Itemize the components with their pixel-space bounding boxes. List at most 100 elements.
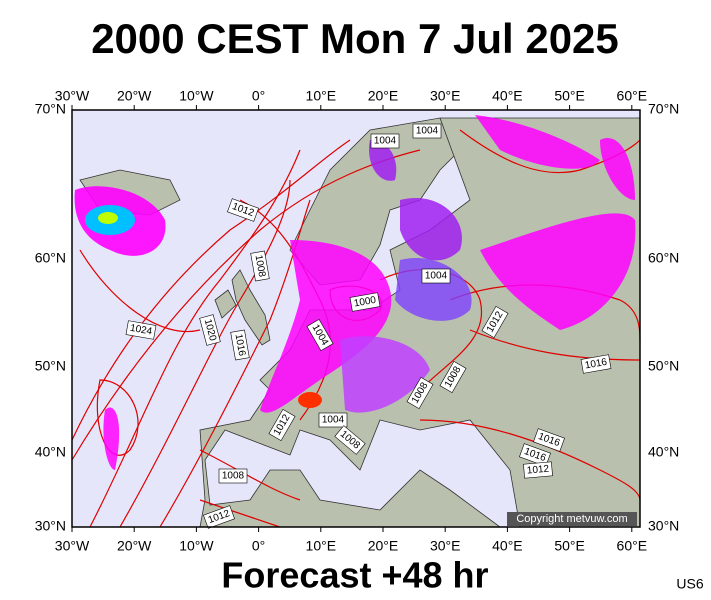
rain-area bbox=[600, 138, 635, 200]
isobar bbox=[159, 199, 311, 528]
isobar-label-group: 1004 bbox=[318, 412, 348, 428]
isobar-label-box bbox=[203, 505, 235, 529]
rain-area bbox=[400, 198, 462, 261]
x-tick-label: 50°E bbox=[554, 538, 585, 554]
isobar-label-group: 1008 bbox=[218, 468, 248, 484]
rain-area bbox=[480, 213, 636, 330]
x-tick-label: 30°W bbox=[55, 538, 90, 554]
isobar-label: 1000 bbox=[353, 295, 377, 310]
isobar bbox=[79, 249, 201, 333]
isobars bbox=[71, 129, 641, 528]
isobar-label-box bbox=[227, 198, 259, 222]
isobar-label-group: 1012 bbox=[203, 505, 235, 529]
rain-area bbox=[395, 258, 472, 321]
isobar-label-box bbox=[481, 305, 509, 339]
isobar-label-box bbox=[199, 314, 221, 346]
x-tick-label: 50°E bbox=[554, 88, 585, 104]
isobar-label-box bbox=[421, 268, 451, 284]
isobar-label-group: 1004 bbox=[421, 268, 451, 284]
isobar bbox=[119, 179, 291, 528]
x-tick-label: 20°W bbox=[117, 538, 152, 554]
isobar bbox=[89, 149, 301, 528]
x-tick-label: 20°W bbox=[117, 88, 152, 104]
rain-area bbox=[340, 336, 430, 413]
isobar-label-box bbox=[439, 360, 467, 394]
isobar-label-box bbox=[533, 428, 565, 452]
uk bbox=[231, 269, 271, 346]
y-tick-label: 30°N bbox=[35, 518, 66, 534]
isobar-label-box bbox=[306, 318, 334, 352]
x-tick-label: 10°W bbox=[179, 538, 214, 554]
copyright-box bbox=[507, 512, 637, 526]
x-tick-label: 20°E bbox=[368, 88, 399, 104]
y-tick-label: 50°N bbox=[35, 358, 66, 374]
isobar bbox=[459, 129, 641, 174]
isobar-label-group: 1008 bbox=[250, 250, 270, 282]
rain-area bbox=[260, 240, 392, 413]
x-tick-label: 10°E bbox=[306, 88, 337, 104]
y-tick-label: 40°N bbox=[648, 444, 679, 460]
copyright: Copyright metvuw.com bbox=[516, 513, 627, 525]
isobar-label-box bbox=[580, 354, 612, 374]
rain-area bbox=[369, 140, 397, 181]
y-tick-label: 60°N bbox=[648, 250, 679, 266]
rain-core bbox=[98, 212, 118, 224]
isobar-label-box bbox=[125, 320, 157, 340]
y-tick-label: 30°N bbox=[648, 518, 679, 534]
isobar-label-group: 1012 bbox=[523, 461, 553, 479]
x-tick-label: 10°W bbox=[179, 88, 214, 104]
isobar-label-box bbox=[412, 123, 442, 139]
y-tick-label: 70°N bbox=[35, 101, 66, 117]
isobar bbox=[71, 149, 421, 461]
x-tick-label: 40°E bbox=[492, 88, 523, 104]
rain-area bbox=[103, 407, 120, 470]
x-tick-label: 0° bbox=[252, 538, 265, 554]
isobar-label: 1016 bbox=[233, 333, 248, 357]
isobar-label-box bbox=[334, 425, 366, 455]
axes: 30°W 20°W 10°W 0° 10°E 20°E 30°E 40°E 50°E 60°E30… bbox=[35, 88, 680, 554]
isobar-label-group: 1016 bbox=[533, 428, 565, 452]
isobar-label-group: 1024 bbox=[125, 320, 157, 340]
forecast-label: Forecast +48 hr bbox=[221, 555, 488, 596]
map-title: 2000 CEST Mon 7 Jul 2025 bbox=[91, 15, 619, 62]
y-tick-label: 70°N bbox=[648, 101, 679, 117]
map-frame bbox=[71, 109, 641, 528]
isobar-label-group: 1004 bbox=[412, 123, 442, 139]
isobar-label-box bbox=[318, 412, 348, 428]
isobar-label-group: 1012 bbox=[227, 198, 259, 222]
isobar bbox=[199, 499, 281, 528]
isobar-labels: 1004 1004 1012 1008 1004 1000 1024 1020 1016 1004… bbox=[125, 123, 612, 529]
isobar-label-group: 1016 bbox=[519, 443, 551, 467]
isobar-label: 1008 bbox=[253, 254, 268, 278]
isobar-label-group: 1020 bbox=[199, 314, 221, 346]
isobar-label: 1004 bbox=[416, 126, 439, 137]
isobar-label-box bbox=[250, 250, 270, 282]
isobar-label: 1004 bbox=[322, 415, 345, 426]
isobar-label: 1016 bbox=[584, 357, 608, 372]
x-tick-label: 60°E bbox=[617, 538, 648, 554]
x-tick-label: 30°E bbox=[430, 88, 461, 104]
isobar-label-box bbox=[523, 461, 553, 479]
x-tick-label: 10°E bbox=[306, 538, 337, 554]
x-tick-label: 30°E bbox=[430, 538, 461, 554]
isobar-label-box bbox=[349, 292, 381, 312]
isobar-label: 1012 bbox=[526, 464, 550, 477]
x-tick-label: 30°W bbox=[55, 88, 90, 104]
rain-area bbox=[475, 115, 600, 169]
isobar-label-box bbox=[230, 329, 250, 361]
isobar bbox=[71, 139, 351, 441]
ireland bbox=[214, 289, 237, 319]
precipitation bbox=[74, 115, 636, 470]
y-tick-label: 40°N bbox=[35, 444, 66, 460]
isobar-label: 1008 bbox=[222, 471, 245, 482]
isobar-label-group: 1004 bbox=[370, 133, 400, 149]
land bbox=[79, 117, 641, 528]
map-area: 1004 1004 1012 1008 1004 1000 1024 1020 1016 1004… bbox=[71, 109, 641, 529]
x-tick-label: 40°E bbox=[492, 538, 523, 554]
isobar-label-group: 1016 bbox=[580, 354, 612, 374]
isobar-label-box bbox=[268, 408, 296, 442]
isobar-label-box bbox=[218, 468, 248, 484]
isobar-label-group: 1016 bbox=[230, 329, 250, 361]
isobar bbox=[419, 419, 641, 501]
